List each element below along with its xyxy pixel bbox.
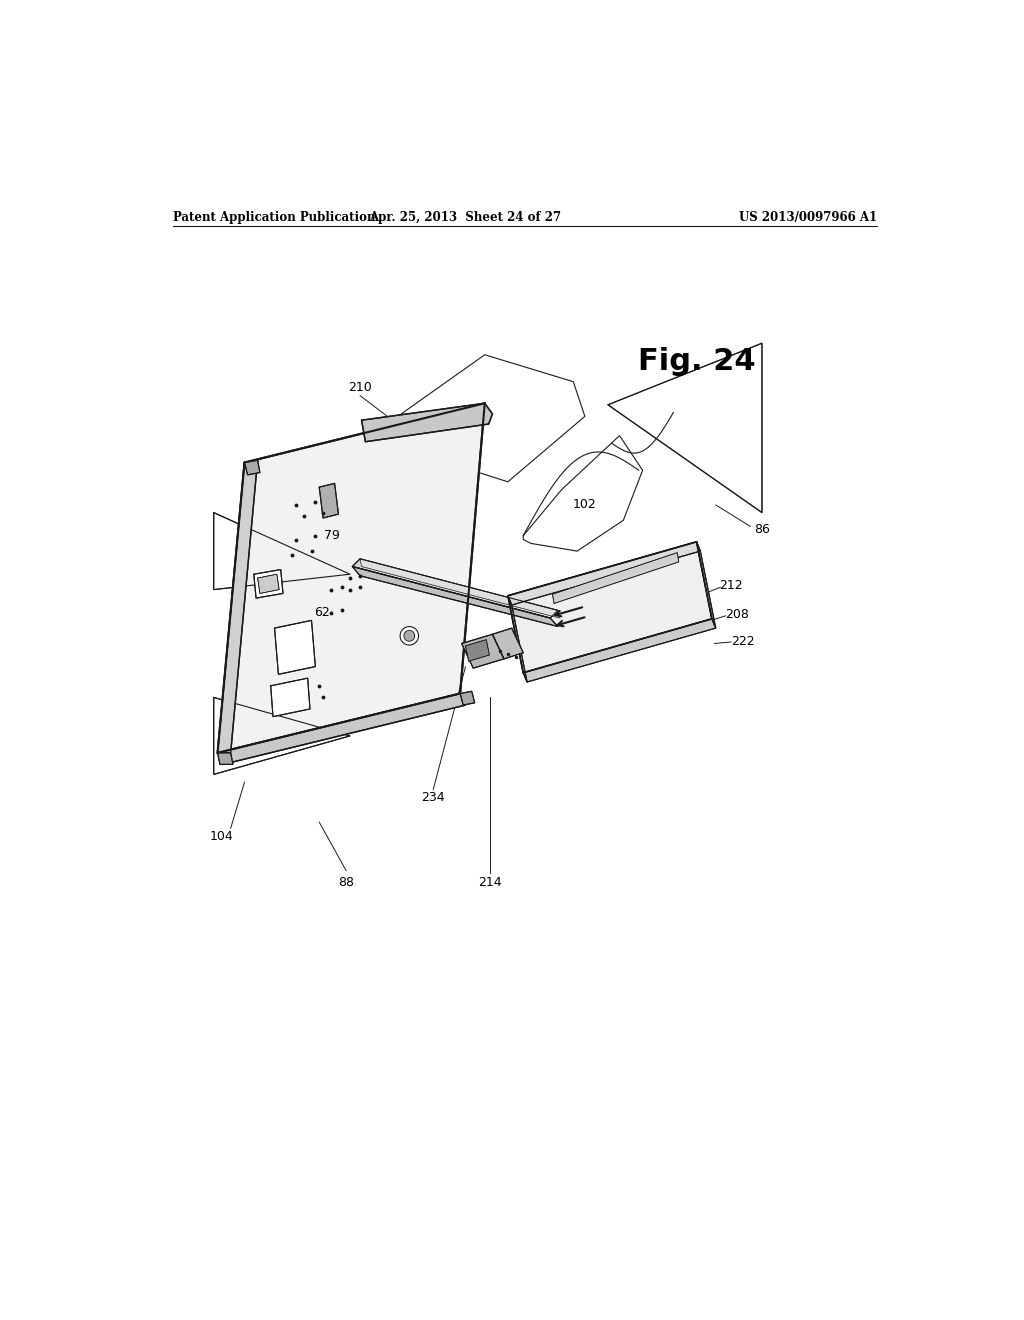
Text: 86: 86: [754, 523, 770, 536]
Polygon shape: [214, 697, 350, 775]
Polygon shape: [270, 678, 310, 717]
Polygon shape: [508, 595, 527, 682]
Polygon shape: [352, 566, 558, 627]
Polygon shape: [553, 553, 679, 603]
Polygon shape: [274, 620, 315, 675]
Polygon shape: [258, 574, 280, 594]
Polygon shape: [245, 461, 260, 475]
Polygon shape: [217, 404, 484, 752]
Text: US 2013/0097966 A1: US 2013/0097966 A1: [739, 211, 878, 224]
Polygon shape: [360, 558, 559, 618]
Polygon shape: [214, 512, 350, 590]
Text: 234: 234: [421, 791, 445, 804]
Text: 208: 208: [725, 607, 750, 620]
Polygon shape: [217, 752, 233, 764]
Polygon shape: [403, 631, 415, 642]
Polygon shape: [523, 436, 643, 552]
Text: Fig. 24: Fig. 24: [638, 347, 756, 376]
Text: 88: 88: [338, 875, 354, 888]
Polygon shape: [696, 543, 716, 628]
Polygon shape: [462, 635, 504, 668]
Text: 222: 222: [731, 635, 755, 648]
Polygon shape: [217, 693, 466, 764]
Polygon shape: [608, 343, 762, 512]
Polygon shape: [254, 570, 283, 598]
Polygon shape: [319, 483, 339, 517]
Text: 79: 79: [325, 529, 340, 543]
Text: Apr. 25, 2013  Sheet 24 of 27: Apr. 25, 2013 Sheet 24 of 27: [370, 211, 561, 224]
Text: 102: 102: [573, 499, 597, 511]
Text: 104: 104: [210, 829, 233, 842]
Polygon shape: [392, 355, 585, 482]
Polygon shape: [400, 627, 419, 645]
Polygon shape: [508, 543, 700, 605]
Polygon shape: [352, 558, 558, 618]
Polygon shape: [460, 692, 475, 705]
Text: 210: 210: [348, 381, 372, 395]
Polygon shape: [523, 619, 716, 682]
Text: 62: 62: [313, 606, 330, 619]
Polygon shape: [508, 543, 712, 673]
Text: 214: 214: [478, 875, 502, 888]
Polygon shape: [493, 628, 523, 659]
Polygon shape: [361, 404, 493, 442]
Polygon shape: [217, 461, 258, 752]
Polygon shape: [466, 640, 489, 661]
Text: 212: 212: [719, 579, 743, 593]
Text: Patent Application Publication: Patent Application Publication: [173, 211, 376, 224]
